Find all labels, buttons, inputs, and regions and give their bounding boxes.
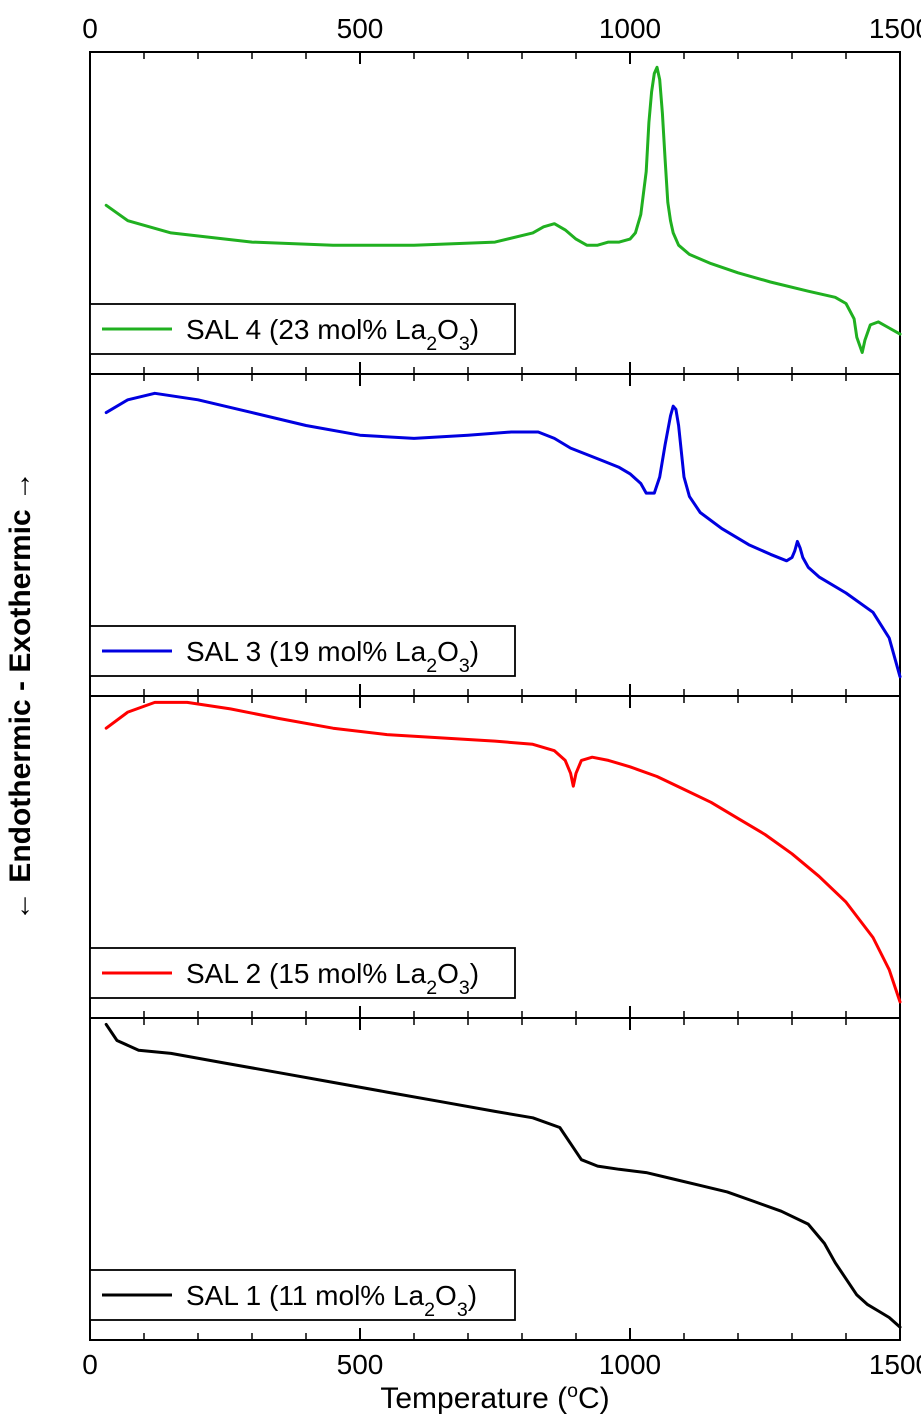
- x-tick-label-top: 1500: [869, 13, 921, 44]
- chart-svg: 0 500 1000 1500 0 500 1000 1500 ← Endothermic - …: [0, 0, 921, 1428]
- x-tick-label-bottom: 500: [337, 1349, 384, 1380]
- y-axis-label: ← Endothermic - Exothermic →: [4, 471, 37, 921]
- dsc-stacked-chart: 0 500 1000 1500 0 500 1000 1500 ← Endothermic - …: [0, 0, 921, 1428]
- x-tick-label-top: 0: [82, 13, 98, 44]
- x-tick-label-top: 500: [337, 13, 384, 44]
- x-tick-label-bottom: 1500: [869, 1349, 921, 1380]
- x-tick-label-top: 1000: [599, 13, 661, 44]
- x-tick-label-bottom: 0: [82, 1349, 98, 1380]
- x-tick-label-bottom: 1000: [599, 1349, 661, 1380]
